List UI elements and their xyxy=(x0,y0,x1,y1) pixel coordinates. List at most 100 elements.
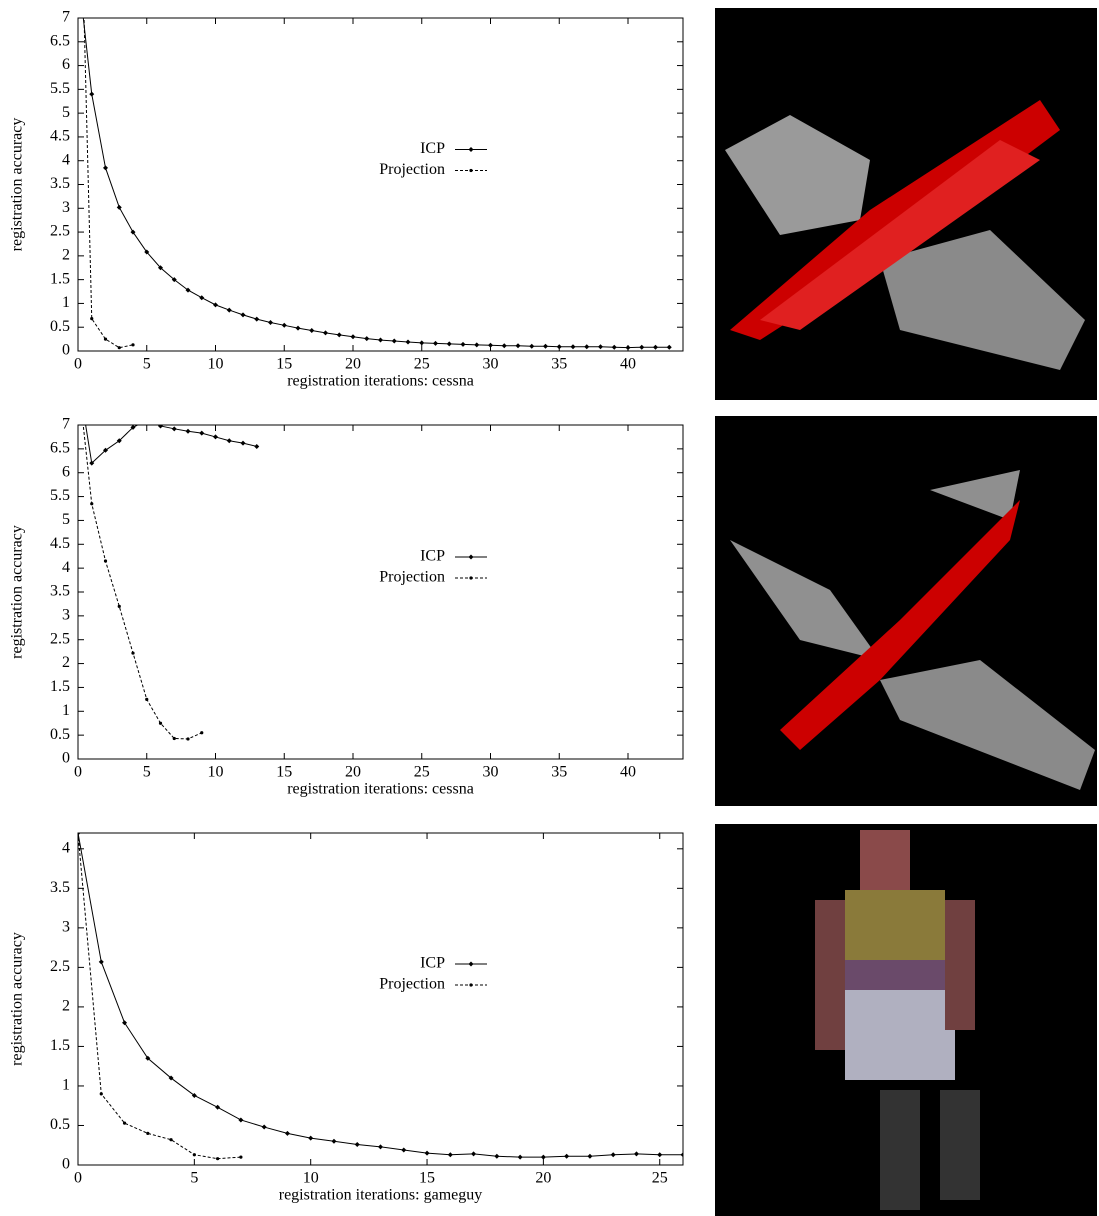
point xyxy=(227,308,232,313)
point xyxy=(378,1144,383,1149)
y-tick-label: 2 xyxy=(62,654,70,671)
x-tick-label: 20 xyxy=(535,1170,551,1187)
plot-area xyxy=(76,0,672,350)
x-tick-label: 15 xyxy=(419,1170,435,1187)
point xyxy=(90,502,93,505)
point xyxy=(667,345,672,350)
y-tick-label: 6.5 xyxy=(50,32,70,49)
y-tick-label: 2 xyxy=(62,247,70,264)
point xyxy=(89,92,94,97)
y-tick-label: 5.5 xyxy=(50,80,70,97)
series-line xyxy=(78,0,133,348)
y-tick-label: 7 xyxy=(62,9,70,26)
plot-area xyxy=(76,831,686,1161)
point xyxy=(239,1155,242,1158)
point xyxy=(169,1138,172,1141)
point xyxy=(461,342,466,347)
point xyxy=(378,338,383,343)
point xyxy=(241,312,246,317)
point xyxy=(158,423,163,428)
x-axis-label: registration iterations: gameguy xyxy=(279,1187,483,1204)
legend-marker xyxy=(469,983,472,986)
point xyxy=(308,1136,313,1141)
x-tick-label: 30 xyxy=(483,356,499,373)
y-tick-label: 2 xyxy=(62,998,70,1015)
point xyxy=(122,1020,127,1025)
point xyxy=(193,1153,196,1156)
x-tick-label: 0 xyxy=(74,356,82,373)
point xyxy=(541,1155,546,1160)
x-tick-label: 35 xyxy=(551,764,567,781)
point xyxy=(433,341,438,346)
x-tick-label: 5 xyxy=(143,764,151,781)
y-tick-label: 3.5 xyxy=(50,175,70,192)
x-tick-label: 10 xyxy=(208,356,224,373)
point xyxy=(213,302,218,307)
render-image-1 xyxy=(715,8,1097,400)
x-tick-label: 35 xyxy=(551,356,567,373)
point xyxy=(406,339,411,344)
y-tick-label: 1 xyxy=(62,1077,70,1094)
y-tick-label: 0.5 xyxy=(50,318,70,335)
y-tick-label: 0.5 xyxy=(50,726,70,743)
point xyxy=(529,344,534,349)
y-tick-label: 6 xyxy=(62,463,70,480)
point xyxy=(516,343,521,348)
legend-label: Projection xyxy=(379,569,445,586)
y-tick-label: 1.5 xyxy=(50,678,70,695)
y-tick-label: 7 xyxy=(62,416,70,433)
point xyxy=(611,1152,616,1157)
x-tick-label: 20 xyxy=(345,356,361,373)
y-tick-label: 1 xyxy=(62,702,70,719)
series-line xyxy=(78,0,669,348)
y-tick-label: 5 xyxy=(62,104,70,121)
y-tick-label: 6.5 xyxy=(50,440,70,457)
x-axis-label: registration iterations: cessna xyxy=(287,781,474,798)
x-tick-label: 15 xyxy=(276,764,292,781)
y-tick-label: 3 xyxy=(62,919,70,936)
y-tick-label: 0 xyxy=(62,1156,70,1173)
x-tick-label: 40 xyxy=(620,356,636,373)
point xyxy=(268,320,273,325)
legend-marker xyxy=(469,147,474,152)
point xyxy=(199,431,204,436)
plot-area xyxy=(76,375,260,741)
point xyxy=(199,295,204,300)
legend-label: ICP xyxy=(420,955,445,972)
render-image-2 xyxy=(715,416,1097,806)
legend-label: Projection xyxy=(379,976,445,993)
y-tick-label: 4 xyxy=(62,559,70,576)
point xyxy=(100,1092,103,1095)
point xyxy=(159,722,162,725)
y-tick-label: 5.5 xyxy=(50,487,70,504)
legend-label: Projection xyxy=(379,161,445,178)
point xyxy=(351,334,356,339)
point xyxy=(285,1131,290,1136)
y-tick-label: 1 xyxy=(62,294,70,311)
series-line xyxy=(78,377,202,739)
legend-marker xyxy=(469,962,474,967)
legend-marker xyxy=(469,169,472,172)
point xyxy=(117,205,122,210)
point xyxy=(131,343,134,346)
point xyxy=(543,344,548,349)
point xyxy=(518,1155,523,1160)
point xyxy=(200,731,203,734)
y-tick-label: 1.5 xyxy=(50,1037,70,1054)
point xyxy=(323,330,328,335)
point xyxy=(598,344,603,349)
point xyxy=(392,339,397,344)
y-tick-label: 4.5 xyxy=(50,128,70,145)
point xyxy=(681,1152,686,1157)
y-tick-label: 3 xyxy=(62,199,70,216)
y-tick-label: 4.5 xyxy=(50,535,70,552)
y-axis-label: registration accuracy xyxy=(9,118,26,252)
figure: 00.511.522.533.544.555.566.5705101520253… xyxy=(0,0,1099,1216)
point xyxy=(254,317,259,322)
x-axis-label: registration iterations: cessna xyxy=(287,373,474,390)
x-tick-label: 25 xyxy=(414,764,430,781)
legend-label: ICP xyxy=(420,140,445,157)
point xyxy=(90,317,93,320)
